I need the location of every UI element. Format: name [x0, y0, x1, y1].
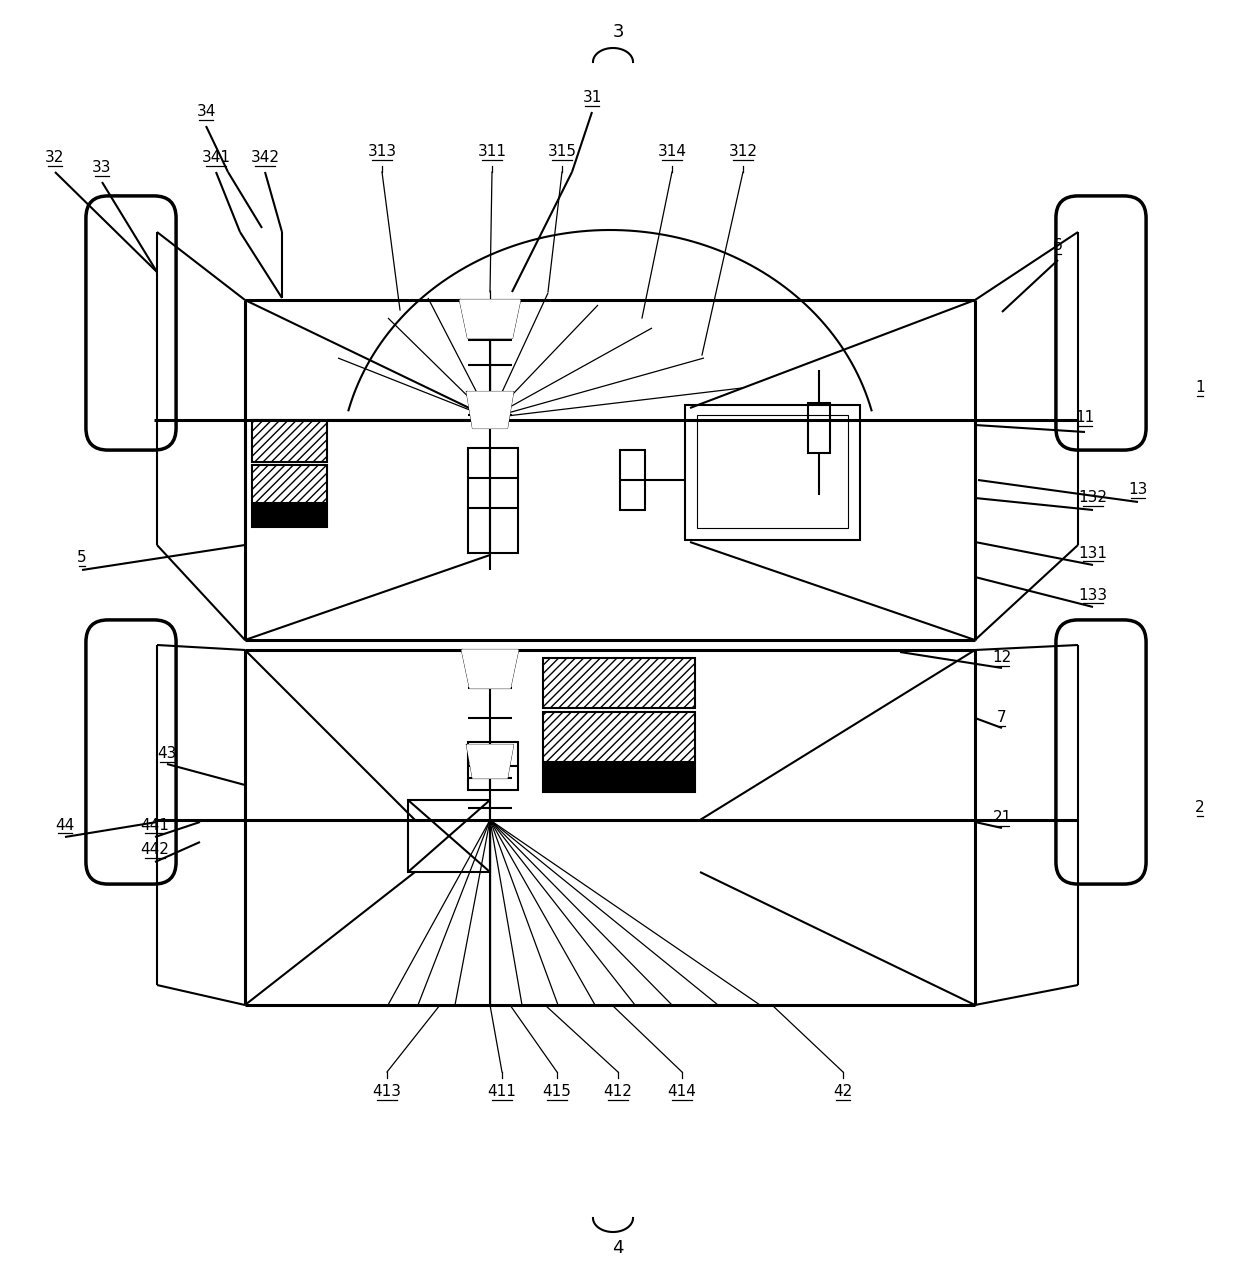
Text: 2: 2: [1195, 800, 1205, 815]
Text: 6: 6: [1053, 238, 1063, 254]
Text: 32: 32: [46, 150, 64, 166]
Text: 414: 414: [667, 1084, 697, 1099]
Bar: [467, 741, 518, 790]
Text: 313: 313: [367, 144, 397, 159]
Bar: [252, 505, 327, 527]
Text: 11: 11: [1075, 410, 1095, 426]
Text: 441: 441: [140, 818, 170, 832]
Text: 1: 1: [1195, 381, 1205, 395]
Bar: [697, 415, 848, 527]
Bar: [620, 450, 645, 510]
Text: 43: 43: [157, 747, 176, 762]
Text: 3: 3: [613, 23, 624, 41]
Text: 34: 34: [196, 104, 216, 120]
Bar: [543, 657, 694, 708]
Text: 13: 13: [1128, 483, 1148, 498]
Text: 413: 413: [372, 1084, 402, 1099]
Text: 442: 442: [140, 842, 170, 857]
Text: 5: 5: [77, 550, 87, 566]
Text: 131: 131: [1079, 545, 1107, 561]
Text: 42: 42: [833, 1084, 853, 1099]
FancyBboxPatch shape: [1056, 620, 1146, 884]
Bar: [543, 764, 694, 792]
Text: 33: 33: [92, 161, 112, 176]
Text: 31: 31: [583, 90, 601, 106]
Bar: [808, 403, 830, 454]
FancyBboxPatch shape: [86, 620, 176, 884]
Text: 342: 342: [250, 150, 279, 166]
Bar: [543, 712, 694, 762]
Text: 4: 4: [613, 1240, 624, 1257]
Text: 12: 12: [992, 651, 1012, 665]
Text: 44: 44: [56, 818, 74, 832]
Text: 341: 341: [201, 150, 231, 166]
Polygon shape: [467, 745, 513, 778]
Polygon shape: [463, 650, 518, 688]
Text: 7: 7: [997, 711, 1007, 725]
Bar: [252, 465, 327, 503]
Text: 415: 415: [543, 1084, 572, 1099]
Text: 311: 311: [477, 144, 506, 159]
Bar: [408, 800, 490, 871]
Text: 312: 312: [729, 144, 758, 159]
FancyBboxPatch shape: [1056, 196, 1146, 450]
Bar: [467, 448, 518, 553]
Text: 132: 132: [1079, 490, 1107, 506]
Text: 412: 412: [604, 1084, 632, 1099]
Text: 21: 21: [992, 810, 1012, 826]
Text: 133: 133: [1079, 587, 1107, 603]
Text: 315: 315: [548, 144, 577, 159]
Bar: [252, 420, 327, 462]
FancyBboxPatch shape: [86, 196, 176, 450]
Text: 411: 411: [487, 1084, 516, 1099]
Bar: [684, 405, 861, 540]
Polygon shape: [467, 392, 513, 428]
Text: 314: 314: [657, 144, 687, 159]
Polygon shape: [460, 299, 520, 338]
